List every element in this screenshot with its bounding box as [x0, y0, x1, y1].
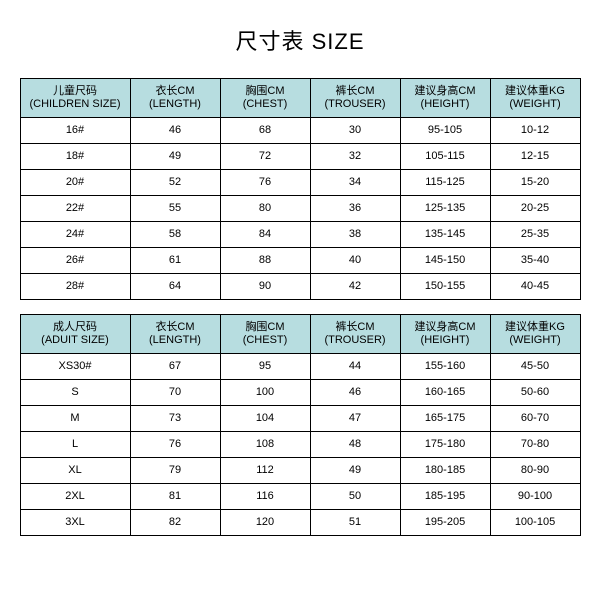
table-row: 24#588438135-14525-35 [20, 222, 580, 248]
col-header: 裤长CM(TROUSER) [310, 79, 400, 118]
table-row: 28#649042150-15540-45 [20, 274, 580, 300]
table-row: 3XL8212051195-205100-105 [20, 510, 580, 536]
col-header: 建议体重KG(WEIGHT) [490, 315, 580, 354]
adult-size-table: 成人尺码(ADUIT SIZE) 衣长CM(LENGTH) 胸围CM(CHEST… [20, 314, 581, 536]
table-row: XL7911249180-18580-90 [20, 458, 580, 484]
col-header: 衣长CM(LENGTH) [130, 315, 220, 354]
col-header: 胸围CM(CHEST) [220, 315, 310, 354]
table-row: 26#618840145-15035-40 [20, 248, 580, 274]
table-row: L7610848175-18070-80 [20, 432, 580, 458]
table-row: 20#527634115-12515-20 [20, 170, 580, 196]
table-row: XS30#679544155-16045-50 [20, 354, 580, 380]
col-header: 建议身高CM(HEIGHT) [400, 79, 490, 118]
table-row: 18#497232105-11512-15 [20, 144, 580, 170]
table-row: S7010046160-16550-60 [20, 380, 580, 406]
col-header: 建议身高CM(HEIGHT) [400, 315, 490, 354]
page-title: 尺寸表 SIZE [235, 24, 364, 56]
col-header: 裤长CM(TROUSER) [310, 315, 400, 354]
table-row: 22#558036125-13520-25 [20, 196, 580, 222]
table-row: M7310447165-17560-70 [20, 406, 580, 432]
col-header: 衣长CM(LENGTH) [130, 79, 220, 118]
col-header: 成人尺码(ADUIT SIZE) [20, 315, 130, 354]
table-row: 16#46683095-10510-12 [20, 118, 580, 144]
children-header-row: 儿童尺码(CHILDREN SIZE) 衣长CM(LENGTH) 胸围CM(CH… [20, 79, 580, 118]
table-row: 2XL8111650185-19590-100 [20, 484, 580, 510]
children-size-table: 儿童尺码(CHILDREN SIZE) 衣长CM(LENGTH) 胸围CM(CH… [20, 78, 581, 300]
adult-header-row: 成人尺码(ADUIT SIZE) 衣长CM(LENGTH) 胸围CM(CHEST… [20, 315, 580, 354]
col-header: 儿童尺码(CHILDREN SIZE) [20, 79, 130, 118]
col-header: 建议体重KG(WEIGHT) [490, 79, 580, 118]
col-header: 胸围CM(CHEST) [220, 79, 310, 118]
